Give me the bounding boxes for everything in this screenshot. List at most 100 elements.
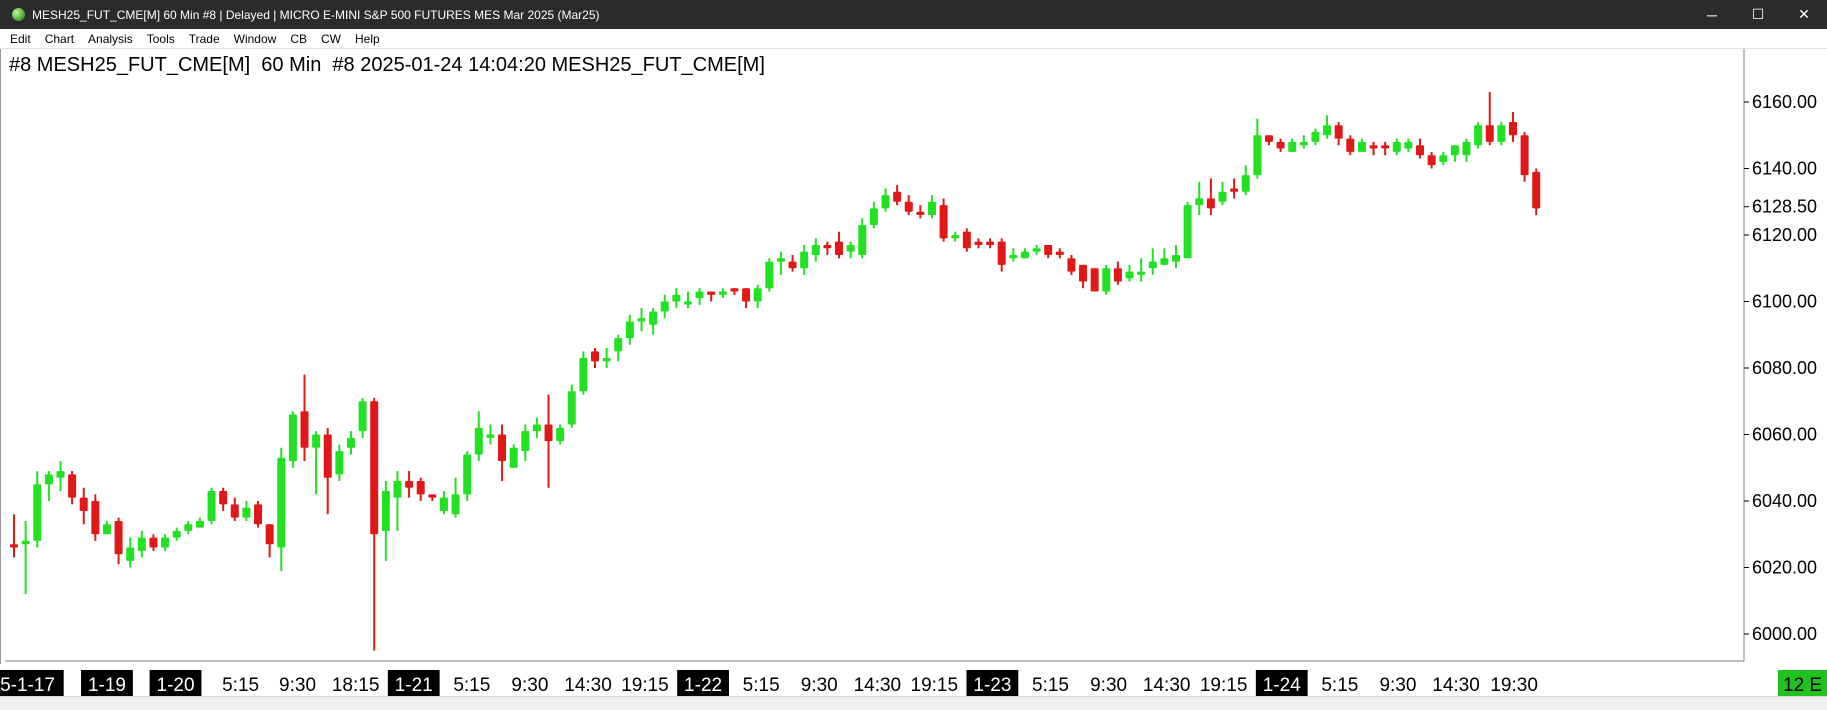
candle-down (962, 231, 971, 249)
price-label: 6060.00 (1752, 425, 1817, 445)
candle-up (625, 321, 634, 339)
menu-help[interactable]: Help (355, 31, 380, 46)
price-label: 6020.00 (1752, 558, 1817, 578)
menu-bar: Edit Chart Analysis Tools Trade Window C… (0, 29, 1827, 49)
candle-down (939, 205, 948, 239)
time-label: 14:30 (1432, 675, 1480, 696)
candle-down (1346, 138, 1355, 152)
candle-down (79, 497, 88, 511)
candle-up (463, 454, 472, 495)
date-label-bg (387, 670, 440, 696)
candle-up (242, 507, 251, 518)
candle-up (1020, 251, 1029, 259)
menu-chart[interactable]: Chart (44, 31, 75, 46)
candle-up (811, 244, 820, 255)
candle-down (114, 520, 123, 555)
menu-tools[interactable]: Tools (146, 31, 175, 46)
candle-down (707, 291, 716, 295)
candle-up (44, 474, 53, 485)
candle-up (21, 540, 30, 545)
candle-up (1474, 125, 1483, 146)
candle-up (1160, 258, 1169, 265)
candle-up (1357, 141, 1366, 152)
price-label: 6100.00 (1752, 292, 1817, 312)
candle-up (1148, 261, 1157, 269)
candle-down (10, 544, 18, 548)
candle-up (718, 291, 727, 295)
candle-up (1195, 198, 1204, 206)
candle-up (927, 201, 936, 216)
candle-down (788, 261, 797, 269)
candle-up (753, 288, 762, 302)
candle-down (149, 537, 158, 548)
time-label: 9:30 (1379, 675, 1416, 696)
date-label: 1-22 (684, 675, 722, 696)
candle-up (846, 244, 855, 252)
status-badge: 12 E (1783, 675, 1822, 696)
candle-up (1392, 141, 1401, 152)
price-label: 6120.00 (1752, 225, 1817, 245)
price-label: 6140.00 (1752, 159, 1817, 179)
candle-down (1113, 268, 1122, 282)
candle-down (91, 501, 100, 535)
title-bar: MESH25_FUT_CME[M] 60 Min #8 | Delayed | … (0, 0, 1827, 29)
time-label: 18:15 (332, 675, 380, 696)
candle-up (184, 524, 193, 531)
menu-trade[interactable]: Trade (188, 31, 220, 46)
candle-up (1450, 145, 1459, 156)
candle-up (765, 261, 774, 289)
maximize-button[interactable]: ☐ (1751, 6, 1765, 22)
candle-down (1055, 251, 1064, 255)
candle-down (1044, 244, 1053, 255)
candle-down (1230, 188, 1239, 192)
candle-down (498, 434, 507, 462)
candle-up (207, 491, 216, 521)
time-label: 9:30 (279, 675, 316, 696)
menu-edit[interactable]: Edit (10, 31, 31, 46)
candle-down (1416, 145, 1425, 156)
candle-down (300, 411, 309, 448)
candle-up (1009, 254, 1018, 259)
menu-cw[interactable]: CW (321, 31, 341, 46)
close-button[interactable]: ✕ (1798, 6, 1810, 22)
candle-up (579, 358, 588, 392)
candle-up (1299, 141, 1308, 146)
time-label: 14:30 (1143, 675, 1191, 696)
time-label: 14:30 (854, 675, 902, 696)
candle-down (1079, 264, 1088, 282)
minimize-button[interactable]: ─ (1707, 6, 1717, 23)
status-badge-bg (1778, 670, 1827, 696)
candle-up (881, 195, 890, 209)
candle-up (672, 294, 681, 302)
menu-analysis[interactable]: Analysis (88, 31, 133, 46)
time-label: 5:15 (222, 675, 259, 696)
chart-left-edge (0, 49, 5, 664)
candle-down (416, 481, 425, 495)
date-label-bg (966, 670, 1019, 696)
menu-window[interactable]: Window (233, 31, 277, 46)
horizontal-scrollbar[interactable] (0, 696, 1827, 710)
candle-up (474, 427, 483, 455)
candle-down (742, 288, 751, 302)
candle-up (277, 457, 286, 548)
candle-down (1381, 145, 1390, 149)
candle-up (312, 434, 321, 448)
candle-down (254, 504, 263, 525)
candle-up (637, 318, 646, 322)
price-chart[interactable]: 6160.00 6140.00 6128.50 6120.00 6100.00 6080.… (0, 49, 1827, 696)
candle-up (695, 291, 704, 299)
date-label-bg (149, 670, 202, 696)
candle-down (1520, 135, 1529, 176)
candle-up (137, 537, 146, 551)
candle-up (556, 427, 565, 442)
candle-up (776, 258, 785, 262)
price-label: 6040.00 (1752, 491, 1817, 511)
date-label: 1-21 (395, 675, 433, 696)
candle-up (1183, 205, 1192, 259)
candle-down (986, 241, 995, 245)
menu-cb[interactable]: CB (290, 31, 307, 46)
time-label: 5:15 (743, 675, 780, 696)
candle-up (869, 208, 878, 226)
time-label: 9:30 (511, 675, 548, 696)
candle-down (823, 244, 832, 249)
